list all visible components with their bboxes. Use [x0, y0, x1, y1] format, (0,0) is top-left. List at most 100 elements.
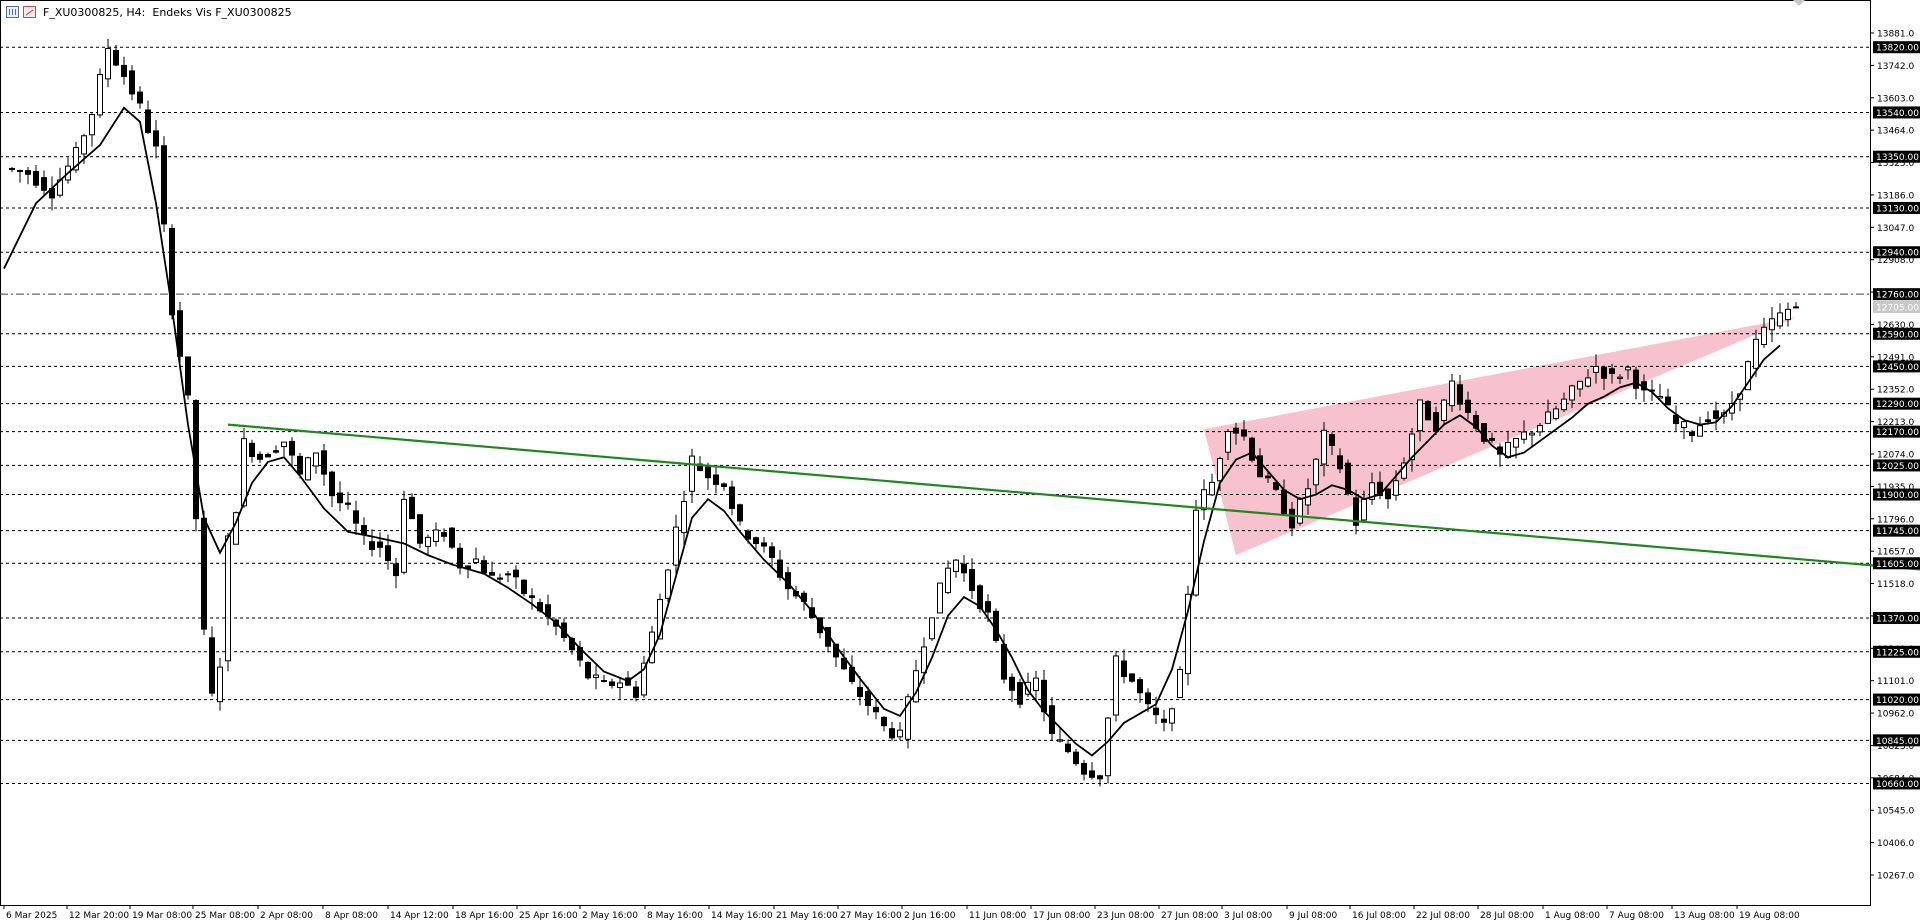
candle-body[interactable] [185, 356, 191, 396]
candle-body[interactable] [969, 569, 975, 591]
candle-body[interactable] [1249, 437, 1255, 461]
candle-body[interactable] [241, 438, 247, 507]
candle-body[interactable] [1745, 361, 1751, 391]
candle-body[interactable] [1177, 669, 1183, 698]
candle-body[interactable] [809, 607, 815, 619]
candle-body[interactable] [1545, 411, 1551, 424]
candle-body[interactable] [529, 595, 535, 598]
candle-body[interactable] [1073, 751, 1079, 765]
candle-body[interactable] [705, 466, 711, 479]
candle-body[interactable] [617, 682, 623, 688]
candle-body[interactable] [1321, 429, 1327, 465]
candle-body[interactable] [1385, 488, 1391, 500]
candle-body[interactable] [289, 440, 295, 456]
candle-body[interactable] [1577, 380, 1583, 390]
candle-body[interactable] [673, 526, 679, 566]
candle-body[interactable] [1361, 498, 1367, 521]
chart-type-icon[interactable] [23, 6, 36, 18]
candle-body[interactable] [961, 563, 967, 574]
trendline[interactable] [227, 423, 1920, 581]
candle-body[interactable] [1281, 489, 1287, 515]
candle-body[interactable] [209, 637, 215, 694]
candle-body[interactable] [1153, 707, 1159, 716]
candle-body[interactable] [1697, 425, 1703, 437]
candle-body[interactable] [585, 661, 591, 679]
candle-body[interactable] [1353, 497, 1359, 526]
candle-body[interactable] [249, 442, 255, 458]
candle-body[interactable] [1489, 437, 1495, 441]
candle-body[interactable] [17, 169, 23, 172]
candle-body[interactable] [1569, 385, 1575, 401]
candle-body[interactable] [1529, 432, 1535, 436]
candle-body[interactable] [641, 662, 647, 696]
candle-body[interactable] [1225, 431, 1231, 453]
candle-body[interactable] [1169, 708, 1175, 724]
candle-body[interactable] [1145, 692, 1151, 705]
candle-body[interactable] [9, 167, 15, 170]
candle-body[interactable] [329, 471, 335, 497]
candle-body[interactable] [1089, 770, 1095, 778]
candle-body[interactable] [953, 559, 959, 572]
candle-body[interactable] [169, 227, 175, 316]
candle-body[interactable] [1433, 412, 1439, 432]
candle-body[interactable] [921, 646, 927, 674]
candle-body[interactable] [753, 537, 759, 545]
candle-body[interactable] [1313, 458, 1319, 486]
candle-body[interactable] [97, 73, 103, 116]
candle-body[interactable] [1449, 380, 1455, 407]
candle-body[interactable] [161, 145, 167, 225]
candle-body[interactable] [321, 450, 327, 475]
data-window-icon[interactable] [6, 6, 19, 18]
candle-body[interactable] [425, 536, 431, 547]
candle-body[interactable] [681, 500, 687, 534]
candle-body[interactable] [1257, 455, 1263, 478]
candle-body[interactable] [929, 617, 935, 640]
candle-body[interactable] [1793, 306, 1799, 309]
candle-body[interactable] [345, 502, 351, 505]
candle-body[interactable] [1681, 421, 1687, 429]
candle-body[interactable] [609, 681, 615, 686]
candle-body[interactable] [945, 567, 951, 594]
collapse-arrow-icon[interactable] [1793, 0, 1805, 6]
candle-body[interactable] [369, 541, 375, 550]
candle-body[interactable] [417, 514, 423, 544]
candle-body[interactable] [1065, 743, 1071, 753]
candle-body[interactable] [1081, 762, 1087, 775]
candle-body[interactable] [1097, 775, 1103, 780]
candle-body[interactable] [313, 452, 319, 467]
candle-body[interactable] [441, 532, 447, 537]
candle-body[interactable] [593, 674, 599, 678]
candle-body[interactable] [857, 686, 863, 697]
candle-body[interactable] [473, 558, 479, 564]
candle-body[interactable] [761, 542, 767, 547]
candle-body[interactable] [657, 599, 663, 640]
candle-body[interactable] [1425, 401, 1431, 421]
candle-body[interactable] [505, 573, 511, 576]
candle-body[interactable] [1273, 482, 1279, 490]
candle-body[interactable] [745, 530, 751, 540]
candle-body[interactable] [1209, 481, 1215, 496]
candle-body[interactable] [201, 517, 207, 630]
candle-body[interactable] [1513, 438, 1519, 448]
candle-body[interactable] [633, 686, 639, 698]
candle-body[interactable] [737, 504, 743, 522]
candle-body[interactable] [1561, 398, 1567, 411]
candle-body[interactable] [41, 177, 47, 191]
candle-body[interactable] [513, 569, 519, 578]
candle-body[interactable] [769, 546, 775, 558]
candle-body[interactable] [481, 560, 487, 574]
candle-body[interactable] [873, 706, 879, 713]
candle-body[interactable] [713, 474, 719, 485]
candle-body[interactable] [281, 441, 287, 448]
candle-body[interactable] [1673, 414, 1679, 425]
candle-body[interactable] [337, 492, 343, 504]
candle-body[interactable] [665, 569, 671, 599]
candle-body[interactable] [401, 498, 407, 573]
candle-body[interactable] [489, 572, 495, 576]
candle-body[interactable] [129, 70, 135, 95]
candle-body[interactable] [433, 529, 439, 542]
candle-body[interactable] [1585, 377, 1591, 387]
candle-body[interactable] [1441, 399, 1447, 421]
candle-body[interactable] [33, 171, 39, 186]
candle-body[interactable] [1041, 679, 1047, 713]
